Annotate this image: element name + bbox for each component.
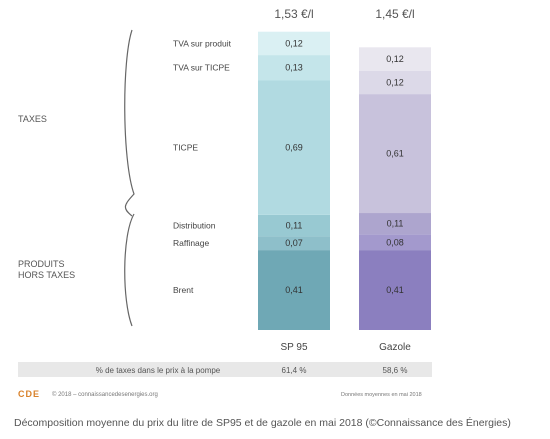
taxes-brace (124, 29, 135, 217)
tax-row-value-gazole: 58,6 % (383, 366, 408, 375)
hors-taxes-brace (124, 213, 135, 327)
value-label-sp95-raffinage: 0,07 (285, 238, 303, 248)
value-label-sp95-ticpe: 0,69 (285, 143, 303, 153)
bar-segment-sp95-distribution (258, 215, 330, 237)
value-label-gazole-ticpe: 0,61 (386, 149, 404, 159)
value-label-sp95-tva-sur-ticpe: 0,13 (285, 63, 303, 73)
bar-segment-sp95-tva-sur-produit (258, 31, 330, 56)
category-label-sp95: SP 95 (280, 342, 307, 353)
segment-name-tva-sur-ticpe: TVA sur TICPE (173, 63, 230, 73)
value-label-gazole-tva-sur-ticpe: 0,12 (386, 77, 404, 87)
total-sp95: 1,53 €/l (274, 7, 313, 21)
value-label-sp95-brent: 0,41 (285, 285, 303, 295)
taxes-group-label: TAXES (18, 114, 47, 124)
tax-row-background (18, 362, 432, 377)
bar-segment-gazole-distribution (359, 213, 431, 235)
value-label-gazole-raffinage: 0,08 (386, 237, 404, 247)
bar-segment-gazole-ticpe (359, 94, 431, 214)
value-label-gazole-distribution: 0,11 (387, 219, 404, 229)
tax-row-label: % de taxes dans le prix à la pompe (96, 366, 221, 375)
segment-labels: 0,41 0,07 0,11 0,69 0,13 0,12 0,41 0,08 0,11 0,61… (173, 38, 404, 295)
copyright-text: © 2018 – connaissancedesenergies.org (52, 391, 158, 398)
value-label-sp95-distribution: 0,11 (286, 221, 303, 231)
data-note: Données moyennes en mai 2018 (341, 392, 422, 398)
category-label-gazole: Gazole (379, 342, 411, 353)
ht-group-label-line1: PRODUITS (18, 259, 65, 269)
segment-name-raffinage: Raffinage (173, 238, 210, 248)
total-gazole: 1,45 €/l (375, 7, 414, 21)
segment-name-distribution: Distribution (173, 221, 216, 231)
segment-name-ticpe: TICPE (173, 143, 198, 153)
segment-name-tva-sur-produit: TVA sur produit (173, 38, 232, 48)
bar-segment-gazole-brent (359, 250, 431, 330)
bar-segment-gazole-tva-sur-ticpe (359, 70, 431, 95)
bar-segment-sp95-brent (258, 250, 330, 330)
bar-segment-gazole-raffinage (359, 234, 431, 251)
tax-row-value-sp95: 61,4 % (282, 366, 307, 375)
ht-group-label-line2: HORS TAXES (18, 270, 75, 280)
bar-segment-gazole-tva-sur-produit (359, 47, 431, 71)
segment-name-brent: Brent (173, 285, 194, 295)
caption: Décomposition moyenne du prix du litre d… (14, 416, 511, 429)
value-label-gazole-brent: 0,41 (386, 285, 404, 295)
value-label-sp95-tva-sur-produit: 0,12 (285, 38, 303, 48)
stacked-bars (258, 31, 431, 330)
bar-segment-sp95-raffinage (258, 236, 330, 251)
value-label-gazole-tva-sur-produit: 0,12 (386, 54, 404, 64)
bar-segment-sp95-ticpe (258, 80, 330, 215)
bar-segment-sp95-tva-sur-ticpe (258, 55, 330, 81)
logo: CDE (18, 389, 40, 399)
